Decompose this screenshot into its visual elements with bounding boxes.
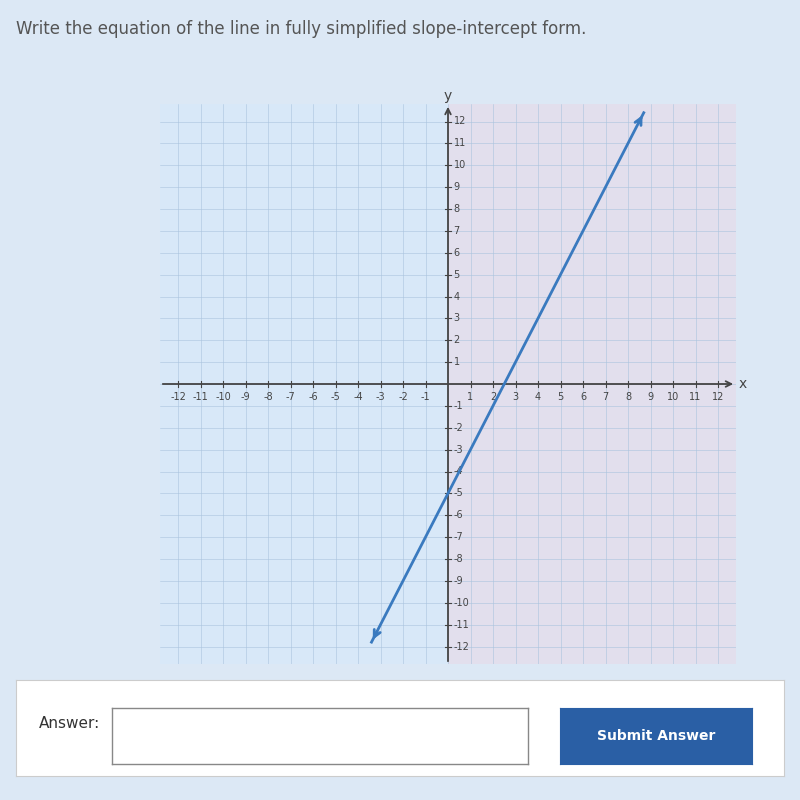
Text: -2: -2 xyxy=(454,422,463,433)
Text: 4: 4 xyxy=(535,392,541,402)
Text: 10: 10 xyxy=(667,392,679,402)
Text: y: y xyxy=(444,89,452,103)
Text: -1: -1 xyxy=(421,392,430,402)
Text: 6: 6 xyxy=(580,392,586,402)
Text: 1: 1 xyxy=(454,357,460,367)
Text: Answer:: Answer: xyxy=(39,716,100,730)
Text: -9: -9 xyxy=(454,576,463,586)
Text: -3: -3 xyxy=(376,392,386,402)
Text: -5: -5 xyxy=(330,392,340,402)
Text: 3: 3 xyxy=(513,392,518,402)
Bar xyxy=(160,104,448,664)
Text: -10: -10 xyxy=(215,392,231,402)
Text: 7: 7 xyxy=(602,392,609,402)
Text: -8: -8 xyxy=(263,392,273,402)
Text: 6: 6 xyxy=(454,248,460,258)
Text: 12: 12 xyxy=(454,117,466,126)
Text: 5: 5 xyxy=(558,392,564,402)
Text: -1: -1 xyxy=(454,401,463,411)
Text: Submit Answer: Submit Answer xyxy=(597,729,715,743)
Text: 9: 9 xyxy=(454,182,460,192)
Text: 5: 5 xyxy=(454,270,460,280)
Text: 4: 4 xyxy=(454,291,460,302)
Text: x: x xyxy=(738,377,746,391)
Text: -7: -7 xyxy=(286,392,295,402)
Text: -11: -11 xyxy=(193,392,208,402)
Text: -7: -7 xyxy=(454,532,463,542)
Text: 2: 2 xyxy=(454,335,460,346)
Text: -12: -12 xyxy=(454,642,470,651)
Text: -3: -3 xyxy=(454,445,463,454)
Text: -10: -10 xyxy=(454,598,470,608)
Text: Write the equation of the line in fully simplified slope-intercept form.: Write the equation of the line in fully … xyxy=(16,20,586,38)
Text: 8: 8 xyxy=(625,392,631,402)
Bar xyxy=(448,104,736,664)
Text: 11: 11 xyxy=(690,392,702,402)
Text: -5: -5 xyxy=(454,488,463,498)
Text: 3: 3 xyxy=(454,314,460,323)
Text: 12: 12 xyxy=(712,392,724,402)
Text: -4: -4 xyxy=(353,392,363,402)
Text: -2: -2 xyxy=(398,392,408,402)
Text: -4: -4 xyxy=(454,466,463,477)
Text: 7: 7 xyxy=(454,226,460,236)
Text: -9: -9 xyxy=(241,392,250,402)
Text: -8: -8 xyxy=(454,554,463,564)
Text: 10: 10 xyxy=(454,160,466,170)
Text: 1: 1 xyxy=(467,392,474,402)
Text: -11: -11 xyxy=(454,620,470,630)
Text: 9: 9 xyxy=(647,392,654,402)
Text: 8: 8 xyxy=(454,204,460,214)
Text: -6: -6 xyxy=(454,510,463,520)
Text: -12: -12 xyxy=(170,392,186,402)
Text: 2: 2 xyxy=(490,392,496,402)
Text: -6: -6 xyxy=(308,392,318,402)
Text: 11: 11 xyxy=(454,138,466,148)
